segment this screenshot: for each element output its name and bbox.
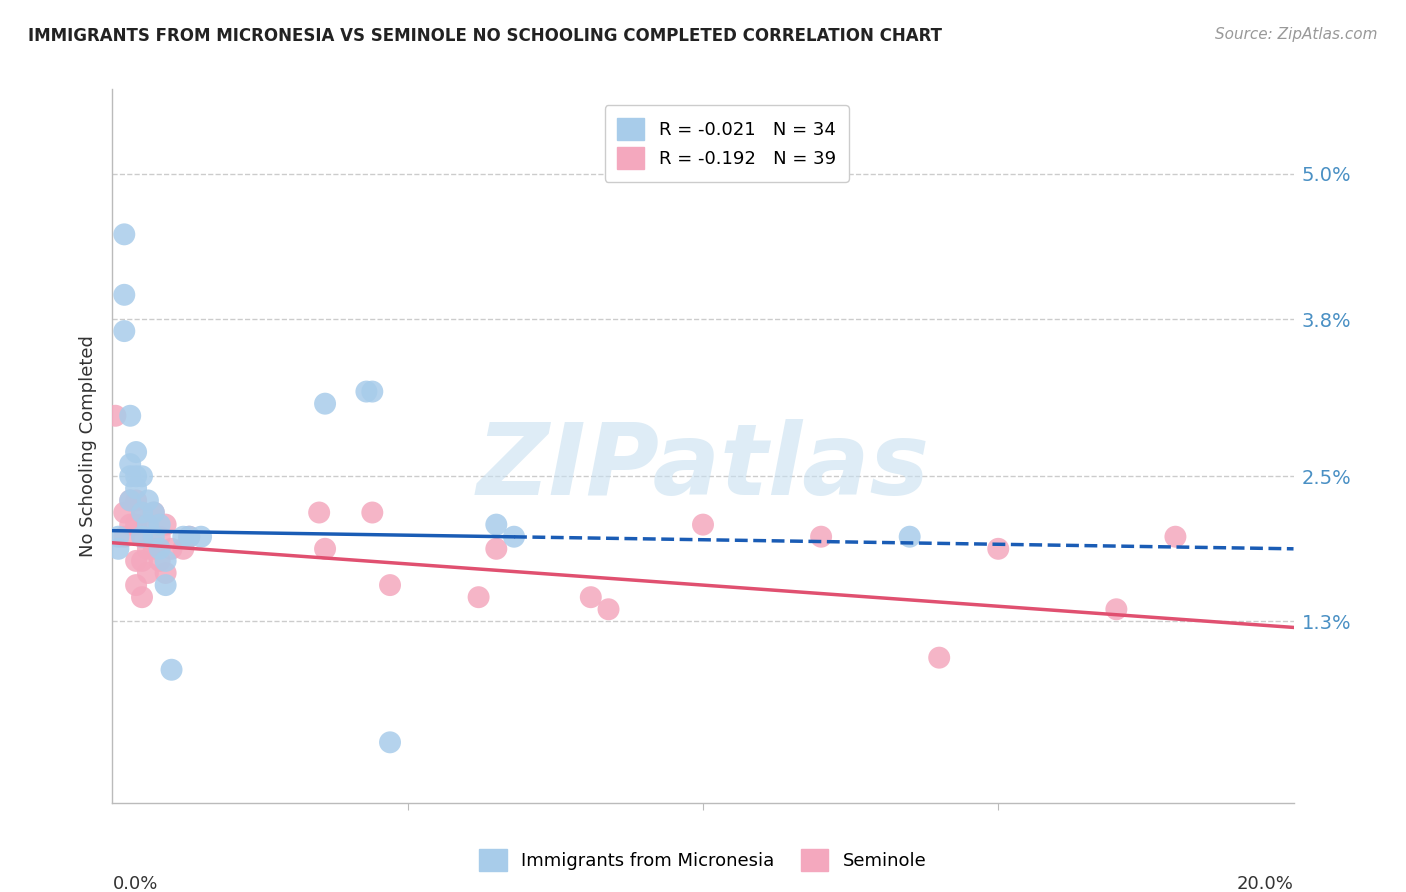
Point	[120, 493, 142, 508]
Point	[898, 530, 921, 544]
Text: 20.0%: 20.0%	[1237, 875, 1294, 892]
Point	[155, 554, 177, 568]
Point	[112, 530, 135, 544]
Point	[314, 397, 336, 411]
Point	[136, 541, 159, 556]
Point	[104, 409, 127, 423]
Point	[125, 481, 148, 495]
Text: 0.0%: 0.0%	[112, 875, 157, 892]
Point	[378, 578, 401, 592]
Point	[125, 554, 148, 568]
Point	[810, 530, 832, 544]
Legend: Immigrants from Micronesia, Seminole: Immigrants from Micronesia, Seminole	[472, 842, 934, 879]
Point	[125, 469, 148, 483]
Text: ZIPatlas: ZIPatlas	[477, 419, 929, 516]
Point	[107, 530, 129, 544]
Point	[172, 530, 194, 544]
Point	[107, 541, 129, 556]
Point	[125, 493, 148, 508]
Point	[579, 590, 602, 604]
Point	[149, 530, 172, 544]
Point	[131, 506, 153, 520]
Point	[125, 578, 148, 592]
Point	[131, 469, 153, 483]
Point	[142, 530, 165, 544]
Point	[987, 541, 1010, 556]
Point	[142, 541, 165, 556]
Point	[120, 517, 142, 532]
Legend: R = -0.021   N = 34, R = -0.192   N = 39: R = -0.021 N = 34, R = -0.192 N = 39	[605, 105, 849, 182]
Point	[136, 517, 159, 532]
Point	[692, 517, 714, 532]
Point	[308, 506, 330, 520]
Point	[155, 517, 177, 532]
Point	[485, 541, 508, 556]
Point	[356, 384, 378, 399]
Point	[125, 517, 148, 532]
Point	[928, 650, 950, 665]
Point	[149, 517, 172, 532]
Point	[142, 506, 165, 520]
Point	[120, 457, 142, 471]
Point	[598, 602, 620, 616]
Point	[1105, 602, 1128, 616]
Point	[155, 566, 177, 580]
Point	[190, 530, 212, 544]
Point	[378, 735, 401, 749]
Point	[112, 324, 135, 338]
Point	[112, 506, 135, 520]
Point	[136, 493, 159, 508]
Point	[112, 288, 135, 302]
Point	[179, 530, 201, 544]
Text: Source: ZipAtlas.com: Source: ZipAtlas.com	[1215, 27, 1378, 42]
Point	[149, 554, 172, 568]
Point	[125, 445, 148, 459]
Point	[179, 530, 201, 544]
Point	[142, 506, 165, 520]
Point	[131, 590, 153, 604]
Point	[136, 517, 159, 532]
Point	[136, 566, 159, 580]
Point	[1164, 530, 1187, 544]
Point	[131, 530, 153, 544]
Point	[131, 506, 153, 520]
Text: IMMIGRANTS FROM MICRONESIA VS SEMINOLE NO SCHOOLING COMPLETED CORRELATION CHART: IMMIGRANTS FROM MICRONESIA VS SEMINOLE N…	[28, 27, 942, 45]
Point	[112, 227, 135, 242]
Point	[120, 469, 142, 483]
Point	[155, 578, 177, 592]
Y-axis label: No Schooling Completed: No Schooling Completed	[79, 335, 97, 557]
Point	[314, 541, 336, 556]
Point	[120, 409, 142, 423]
Point	[467, 590, 489, 604]
Point	[361, 506, 384, 520]
Point	[160, 541, 183, 556]
Point	[149, 541, 172, 556]
Point	[172, 541, 194, 556]
Point	[131, 554, 153, 568]
Point	[160, 663, 183, 677]
Point	[485, 517, 508, 532]
Point	[503, 530, 526, 544]
Point	[131, 530, 153, 544]
Point	[120, 493, 142, 508]
Point	[361, 384, 384, 399]
